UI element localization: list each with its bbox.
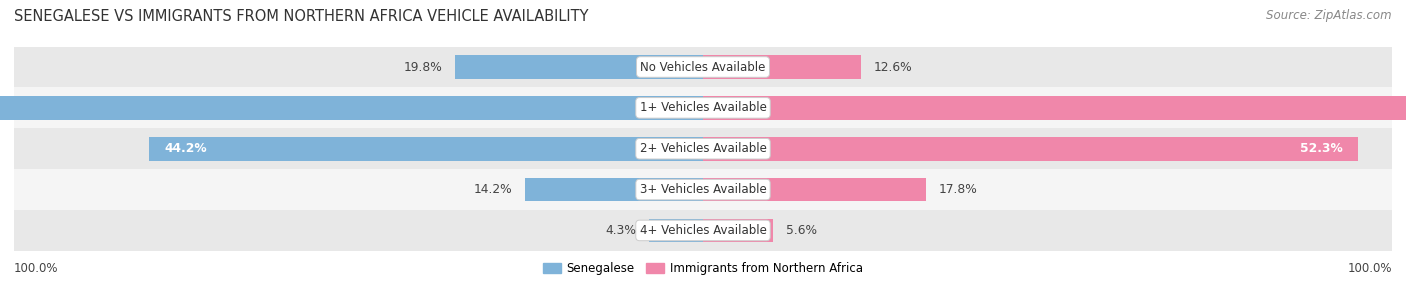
Text: 2+ Vehicles Available: 2+ Vehicles Available xyxy=(640,142,766,155)
Text: 100.0%: 100.0% xyxy=(1347,262,1392,275)
Bar xyxy=(703,96,1406,120)
Text: 4.3%: 4.3% xyxy=(606,224,637,237)
Text: 52.3%: 52.3% xyxy=(1301,142,1343,155)
Text: 1+ Vehicles Available: 1+ Vehicles Available xyxy=(640,101,766,114)
Bar xyxy=(14,128,1392,169)
Text: 100.0%: 100.0% xyxy=(14,262,59,275)
Bar xyxy=(14,169,1392,210)
Text: 19.8%: 19.8% xyxy=(404,61,443,74)
Bar xyxy=(703,55,860,79)
Legend: Senegalese, Immigrants from Northern Africa: Senegalese, Immigrants from Northern Afr… xyxy=(538,258,868,280)
Bar xyxy=(703,219,773,242)
Text: Source: ZipAtlas.com: Source: ZipAtlas.com xyxy=(1267,9,1392,21)
Bar xyxy=(149,137,703,160)
Bar xyxy=(456,55,703,79)
Bar xyxy=(14,88,1392,128)
Text: 17.8%: 17.8% xyxy=(938,183,977,196)
Text: 44.2%: 44.2% xyxy=(165,142,207,155)
Text: 4+ Vehicles Available: 4+ Vehicles Available xyxy=(640,224,766,237)
Bar xyxy=(703,178,927,201)
Text: No Vehicles Available: No Vehicles Available xyxy=(640,61,766,74)
Bar xyxy=(14,47,1392,88)
Text: 12.6%: 12.6% xyxy=(873,61,912,74)
Bar xyxy=(524,178,703,201)
Text: 3+ Vehicles Available: 3+ Vehicles Available xyxy=(640,183,766,196)
Text: 14.2%: 14.2% xyxy=(474,183,513,196)
Bar xyxy=(14,210,1392,251)
Bar xyxy=(650,219,703,242)
Text: 5.6%: 5.6% xyxy=(786,224,817,237)
Bar xyxy=(0,96,703,120)
Bar xyxy=(703,137,1358,160)
Text: SENEGALESE VS IMMIGRANTS FROM NORTHERN AFRICA VEHICLE AVAILABILITY: SENEGALESE VS IMMIGRANTS FROM NORTHERN A… xyxy=(14,9,589,23)
